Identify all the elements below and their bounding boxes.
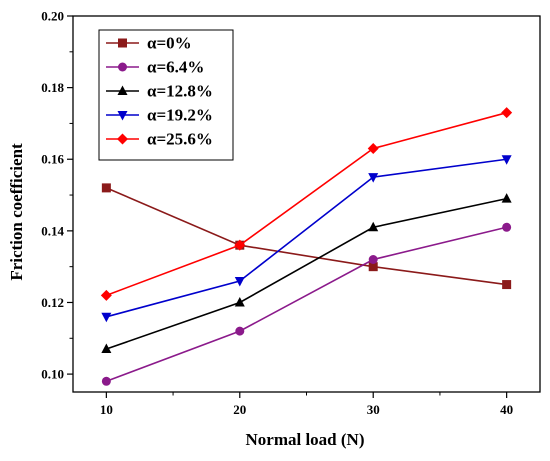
series-4 xyxy=(100,107,513,301)
series-line xyxy=(106,111,507,297)
data-point xyxy=(100,289,112,301)
data-point xyxy=(101,312,112,323)
data-point xyxy=(501,193,512,203)
legend-marker xyxy=(118,62,127,72)
legend-label: α=6.4% xyxy=(147,58,204,77)
x-axis-title: Normal load (N) xyxy=(246,430,365,449)
series-3 xyxy=(101,155,512,323)
data-point xyxy=(502,280,512,290)
data-point xyxy=(235,326,245,336)
x-tick-label: 20 xyxy=(233,402,246,417)
y-tick-label: 0.20 xyxy=(41,9,64,24)
legend-label: α=25.6% xyxy=(147,130,213,149)
legend-label: α=19.2% xyxy=(147,106,213,125)
data-point xyxy=(101,343,112,354)
legend-marker xyxy=(117,133,128,145)
data-point xyxy=(368,221,379,232)
data-point xyxy=(367,142,379,154)
series-line xyxy=(106,197,507,350)
y-tick-label: 0.10 xyxy=(41,367,64,382)
data-point xyxy=(501,155,512,165)
series-line xyxy=(106,187,507,286)
data-point xyxy=(234,239,246,251)
data-point xyxy=(502,222,512,232)
y-tick-label: 0.14 xyxy=(41,223,64,238)
data-point xyxy=(501,107,513,119)
series-1 xyxy=(101,222,512,386)
y-tick-label: 0.12 xyxy=(41,295,64,310)
ticks: 0.10 0.12 0.14 0.16 0.18 0.20 10 20 30 40 xyxy=(41,9,513,418)
x-tick-label: 10 xyxy=(100,402,113,417)
y-tick-label: 0.16 xyxy=(41,152,64,167)
data-point xyxy=(101,183,111,193)
data-point xyxy=(234,276,245,287)
x-tick-label: 40 xyxy=(500,402,513,417)
data-point xyxy=(368,173,379,183)
x-tick-label: 30 xyxy=(367,402,380,417)
legend-marker xyxy=(118,38,127,48)
legend: α=0% α=6.4% α=12.8% α=19.2% α=25.6% xyxy=(98,29,234,161)
data-point xyxy=(368,262,378,272)
legend-marker xyxy=(117,111,128,121)
series-layer xyxy=(100,107,513,386)
data-point xyxy=(368,255,378,265)
legend-marker xyxy=(117,85,128,95)
data-point xyxy=(101,376,111,386)
y-tick-label: 0.18 xyxy=(41,80,64,95)
legend-label: α=0% xyxy=(147,34,192,53)
y-axis-title: Friction coefficient xyxy=(7,143,26,281)
legend-label: α=12.8% xyxy=(147,82,213,101)
data-point xyxy=(234,296,245,307)
series-line xyxy=(106,226,507,383)
series-2 xyxy=(101,193,512,354)
series-line xyxy=(106,158,507,318)
